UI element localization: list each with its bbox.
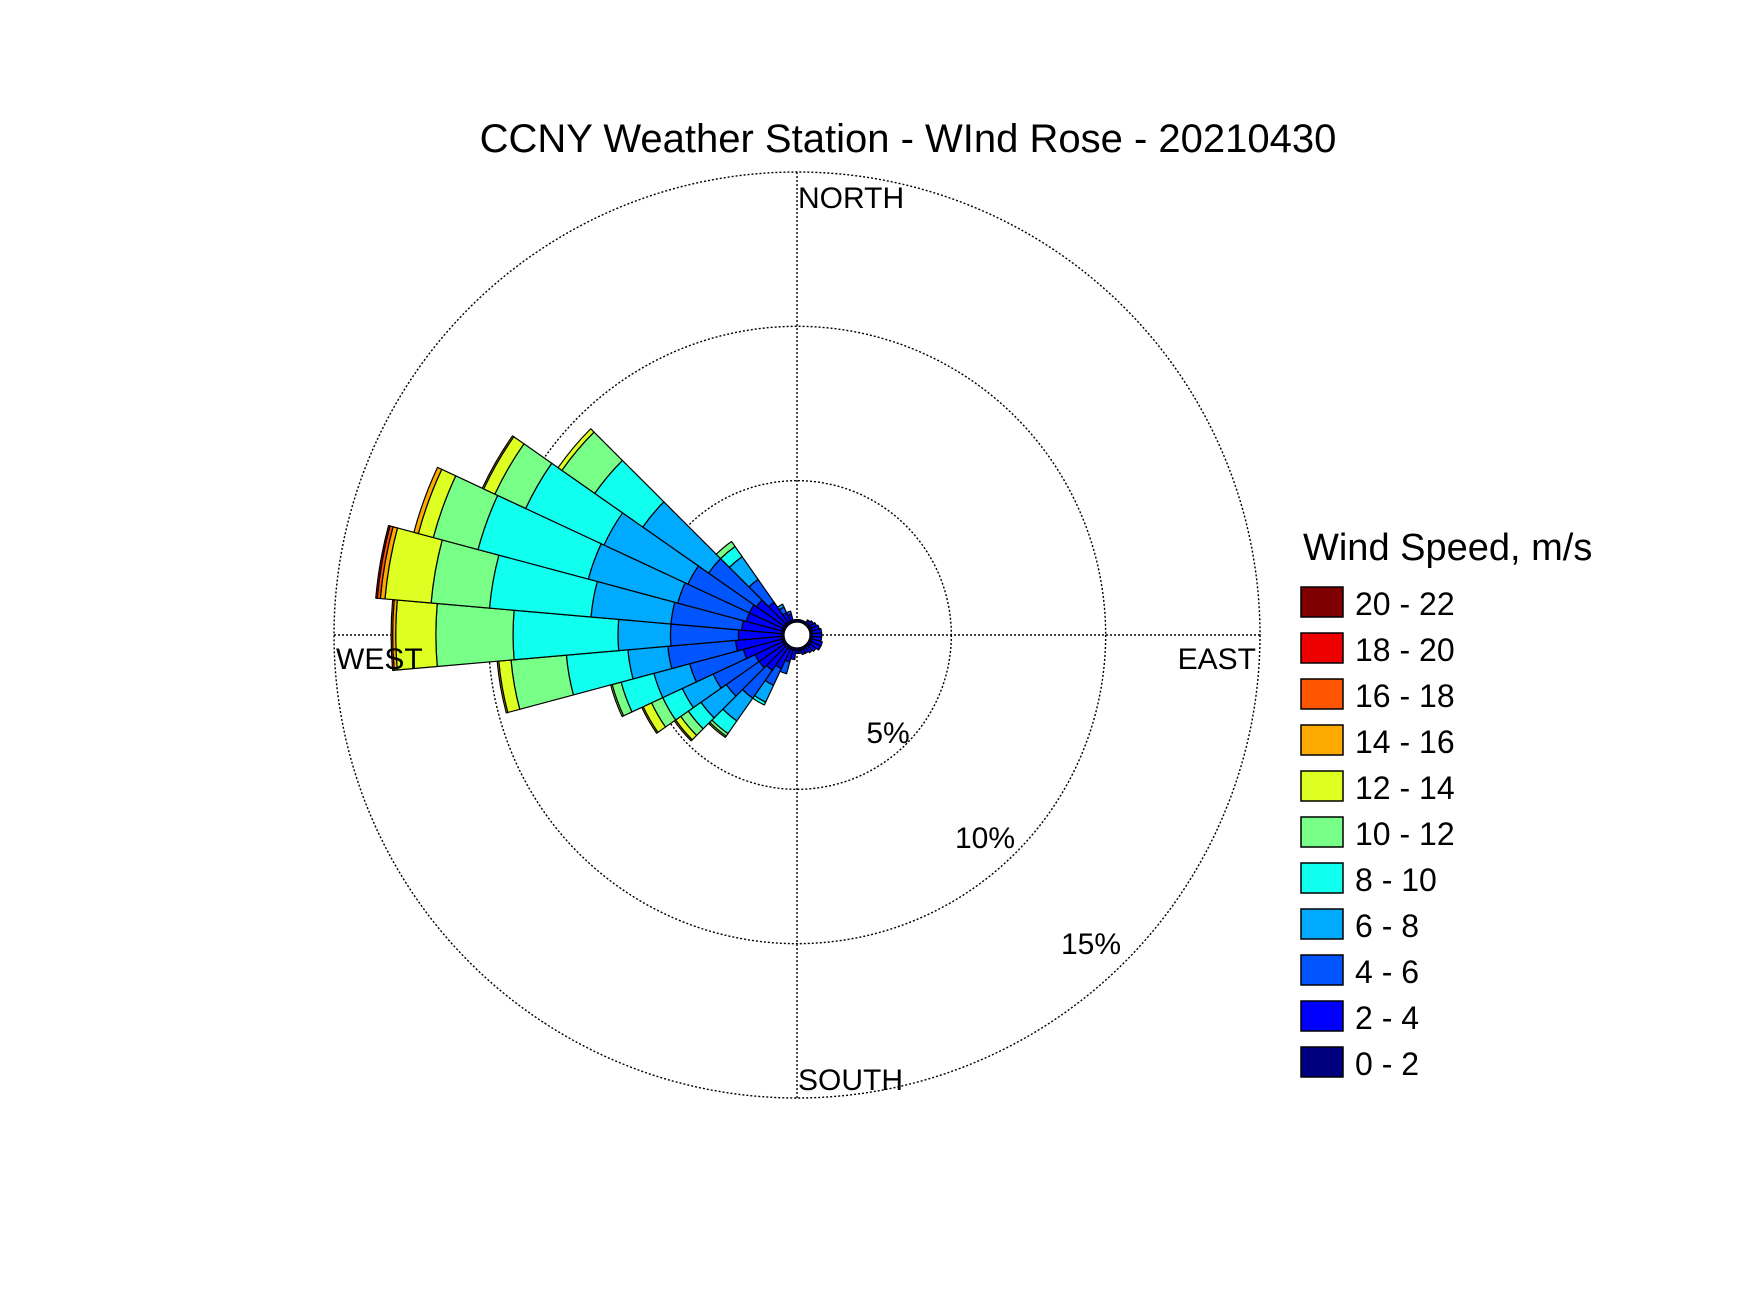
legend-swatch-0 (1300, 586, 1344, 618)
legend-swatch-9 (1300, 1000, 1344, 1032)
wind-bar-130-bin-1 (807, 643, 817, 652)
radial-tick-label-15: 15% (1061, 928, 1121, 961)
wind-bar-290-bin-7 (413, 466, 443, 535)
wind-bar-270-bin-5 (435, 602, 515, 668)
legend-swatch-5 (1300, 816, 1344, 848)
direction-label-south: SOUTH (798, 1064, 903, 1097)
chart-title: CCNY Weather Station - WInd Rose - 20210… (480, 117, 1337, 161)
wind-bar-270-bin-3 (617, 618, 672, 652)
calm-circle (783, 621, 811, 649)
legend-label-10: 0 - 2 (1355, 1046, 1419, 1082)
wind-bar-300-bin-7 (481, 435, 515, 490)
wind-bar-310-bin-6 (557, 428, 595, 471)
wind-bar-280-bin-9 (375, 524, 391, 599)
wind-bars (375, 428, 823, 742)
radial-tick-label-10: 10% (955, 822, 1015, 855)
direction-label-east: EAST (1178, 643, 1256, 676)
direction-label-north: NORTH (798, 182, 904, 215)
legend-label-5: 10 - 12 (1355, 816, 1455, 852)
legend-swatch-8 (1300, 954, 1344, 986)
wind-bar-320-bin-5 (715, 540, 736, 560)
legend-label-2: 16 - 18 (1355, 678, 1455, 714)
legend-label-1: 18 - 20 (1355, 632, 1455, 668)
wind-bar-140-bin-1 (805, 645, 813, 654)
radial-tick-label-5: 5% (866, 717, 909, 750)
legend: 20 - 22 18 - 20 16 - 18 14 - 16 12 - 14 10 - … (1300, 586, 1455, 1082)
legend-label-9: 2 - 4 (1355, 1000, 1419, 1036)
legend-label-6: 8 - 10 (1355, 862, 1437, 898)
legend-swatch-6 (1300, 862, 1344, 894)
legend-label-3: 14 - 16 (1355, 724, 1455, 760)
wind-bar-340-bin-2 (785, 610, 793, 617)
legend-swatch-7 (1300, 908, 1344, 940)
legend-swatch-1 (1300, 632, 1344, 664)
legend-label-8: 4 - 6 (1355, 954, 1419, 990)
legend-swatch-4 (1300, 770, 1344, 802)
legend-label-7: 6 - 8 (1355, 908, 1419, 944)
legend-swatch-10 (1300, 1046, 1344, 1078)
wind-bar-120-bin-1 (809, 640, 822, 651)
wind-bar-330-bin-3 (776, 603, 785, 611)
calm-center (783, 621, 811, 649)
legend-title: Wind Speed, m/s (1303, 527, 1592, 569)
legend-swatch-2 (1300, 678, 1344, 710)
legend-swatch-3 (1300, 724, 1344, 756)
legend-label-0: 20 - 22 (1355, 586, 1455, 622)
direction-label-west: WEST (336, 643, 423, 676)
legend-label-4: 12 - 14 (1355, 770, 1455, 806)
